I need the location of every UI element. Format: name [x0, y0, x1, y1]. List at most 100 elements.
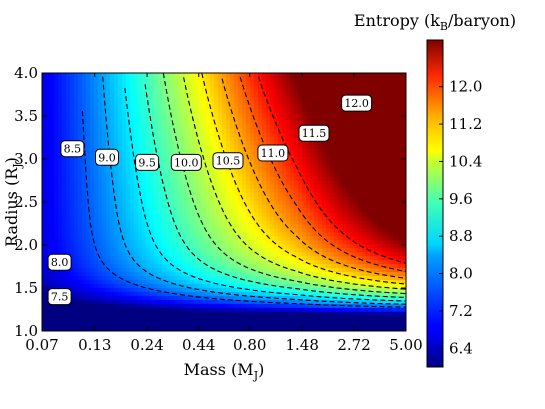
- heatmap-cell: [150, 176, 155, 181]
- heatmap-cell: [282, 215, 287, 221]
- heatmap-cell: [54, 152, 59, 157]
- heatmap-cell: [66, 92, 71, 98]
- heatmap-cell: [46, 203, 51, 209]
- heatmap-cell: [222, 295, 227, 300]
- heatmap-cell: [78, 128, 83, 134]
- heatmap-cell: [70, 136, 75, 142]
- heatmap-cell: [274, 140, 279, 146]
- heatmap-cell: [274, 207, 279, 213]
- heatmap-cell: [294, 263, 299, 269]
- heatmap-cell: [222, 168, 227, 173]
- heatmap-cell: [274, 184, 279, 189]
- heatmap-cell: [50, 303, 55, 308]
- heatmap-cell: [82, 196, 87, 201]
- heatmap-cell: [174, 239, 179, 245]
- heatmap-cell: [146, 172, 151, 177]
- heatmap-cell: [118, 160, 123, 165]
- heatmap-cell: [318, 299, 323, 304]
- heatmap-cell: [238, 315, 243, 320]
- heatmap-cell: [90, 88, 95, 94]
- heatmap-cell: [42, 132, 47, 138]
- heatmap-cell: [142, 112, 147, 118]
- heatmap-cell: [202, 104, 207, 110]
- heatmap-cell: [230, 120, 235, 126]
- heatmap-cell: [254, 73, 259, 78]
- heatmap-cell: [338, 203, 343, 209]
- heatmap-cell: [98, 327, 103, 331]
- heatmap-cell: [62, 279, 67, 284]
- heatmap-cell: [294, 132, 299, 138]
- heatmap-cell: [82, 223, 87, 229]
- heatmap-cell: [198, 116, 203, 122]
- heatmap-cell: [42, 319, 47, 324]
- heatmap-cell: [102, 239, 107, 245]
- heatmap-cell: [314, 231, 319, 237]
- heatmap-cell: [58, 247, 63, 253]
- heatmap-cell: [246, 227, 251, 233]
- heatmap-cell: [42, 148, 47, 153]
- heatmap-cell: [74, 96, 79, 102]
- heatmap-cell: [214, 196, 219, 201]
- heatmap-cell: [302, 188, 307, 193]
- heatmap-cell: [86, 168, 91, 173]
- heatmap-cell: [294, 311, 299, 316]
- heatmap-cell: [174, 327, 179, 331]
- heatmap-cell: [134, 263, 139, 269]
- heatmap-cell: [282, 92, 287, 98]
- heatmap-cell: [138, 188, 143, 193]
- heatmap-cell: [170, 303, 175, 308]
- heatmap-cell: [310, 275, 315, 280]
- heatmap-cell: [58, 203, 63, 209]
- heatmap-cell: [102, 315, 107, 320]
- heatmap-cell: [338, 112, 343, 118]
- heatmap-cell: [246, 144, 251, 150]
- heatmap-cell: [222, 303, 227, 308]
- heatmap-cell: [346, 327, 351, 331]
- heatmap-cell: [306, 184, 311, 189]
- heatmap-cell: [86, 124, 91, 130]
- heatmap-cell: [166, 231, 171, 237]
- heatmap-cell: [258, 203, 263, 209]
- heatmap-cell: [126, 172, 131, 177]
- heatmap-cell: [130, 291, 135, 296]
- heatmap-cell: [94, 104, 99, 110]
- heatmap-cell: [118, 80, 123, 86]
- heatmap-cell: [162, 203, 167, 209]
- heatmap-cell: [250, 156, 255, 161]
- heatmap-cell: [322, 180, 327, 185]
- heatmap-cell: [334, 88, 339, 94]
- heatmap-cell: [210, 223, 215, 229]
- heatmap-cell: [66, 124, 71, 130]
- heatmap-cell: [242, 152, 247, 157]
- heatmap-cell: [114, 76, 119, 82]
- heatmap-cell: [90, 188, 95, 193]
- heatmap-cell: [238, 211, 243, 217]
- heatmap-cell: [234, 148, 239, 153]
- heatmap-cell: [190, 140, 195, 146]
- heatmap-cell: [42, 136, 47, 142]
- heatmap-cell: [278, 124, 283, 130]
- heatmap-cell: [242, 104, 247, 110]
- heatmap-cell: [94, 255, 99, 261]
- heatmap-cell: [262, 164, 267, 169]
- heatmap-cell: [78, 80, 83, 86]
- heatmap-cell: [298, 73, 303, 78]
- heatmap-cell: [274, 84, 279, 90]
- heatmap-cell: [302, 203, 307, 209]
- heatmap-cell: [98, 227, 103, 233]
- heatmap-cell: [230, 140, 235, 146]
- heatmap-cell: [330, 279, 335, 284]
- heatmap-cell: [330, 144, 335, 150]
- heatmap-cell: [254, 176, 259, 181]
- heatmap-cell: [162, 259, 167, 265]
- heatmap-cell: [190, 279, 195, 284]
- heatmap-cell: [150, 303, 155, 308]
- heatmap-cell: [94, 263, 99, 269]
- heatmap-cell: [50, 104, 55, 110]
- heatmap-cell: [306, 303, 311, 308]
- heatmap-cell: [94, 136, 99, 142]
- heatmap-cell: [50, 279, 55, 284]
- heatmap-cell: [58, 120, 63, 126]
- heatmap-cell: [106, 192, 111, 197]
- heatmap-cell: [190, 108, 195, 114]
